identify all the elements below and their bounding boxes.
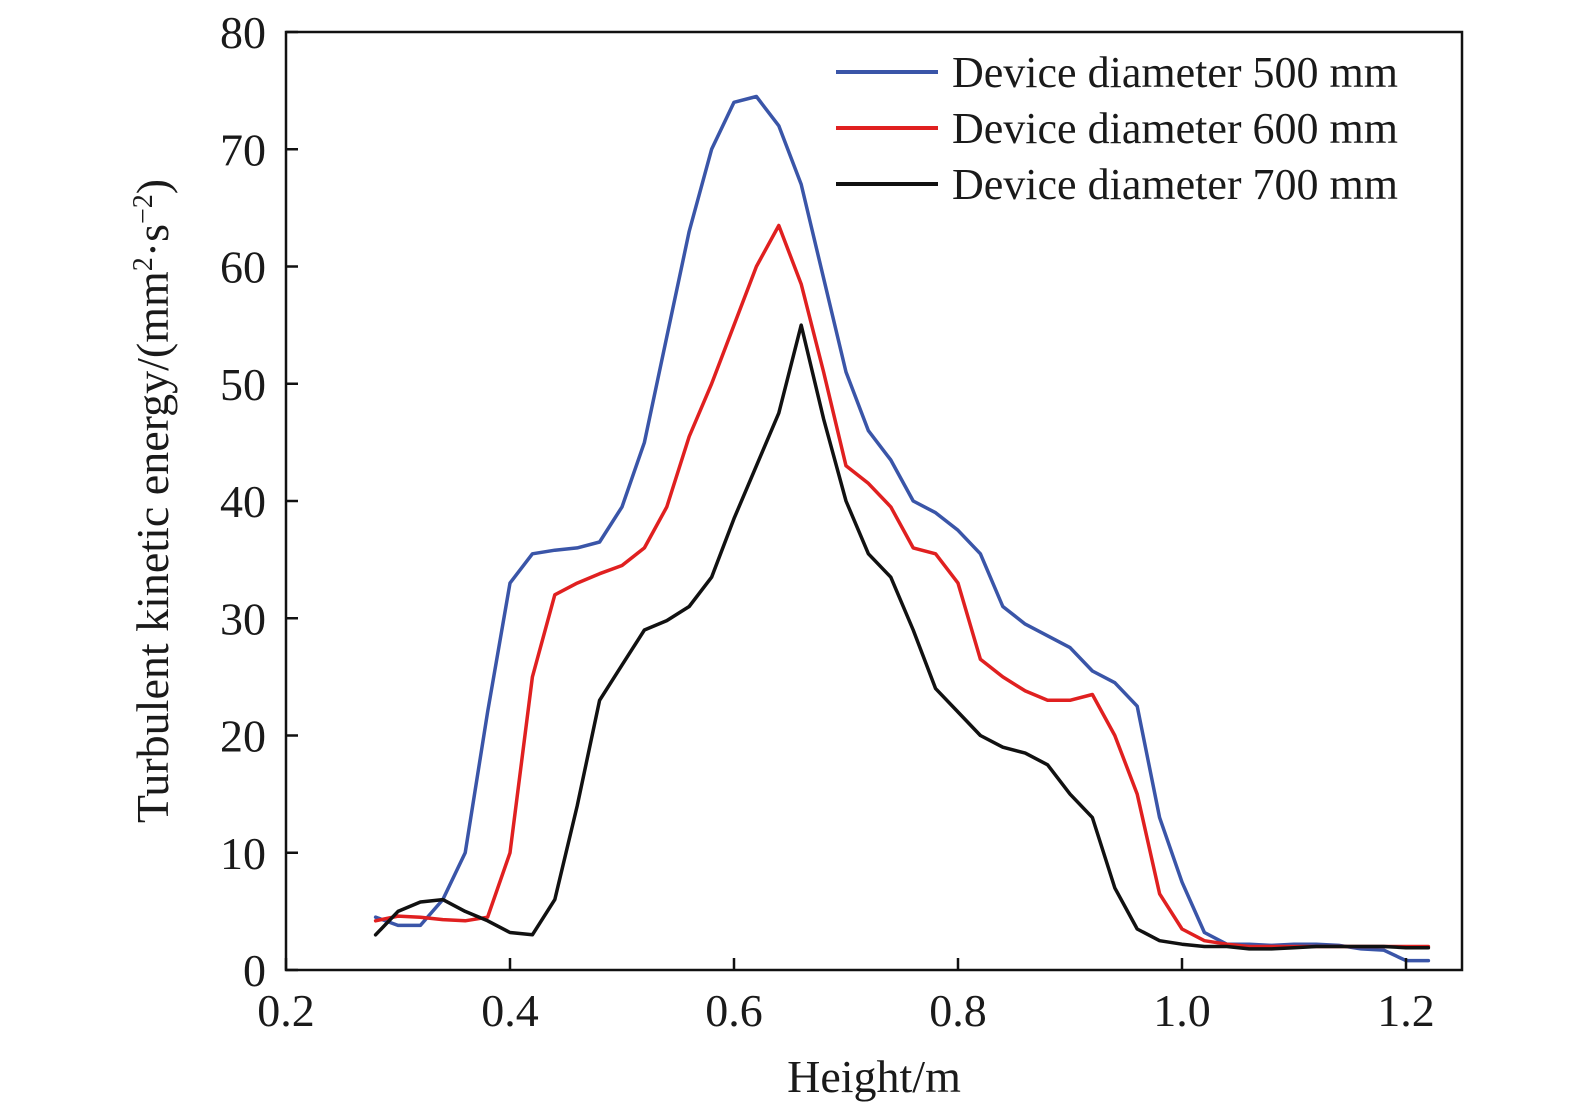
x-tick-label: 0.8 [929,985,987,1036]
y-tick-label: 60 [220,242,266,293]
series-line-3 [373,323,1431,951]
x-tick-label: 0.4 [481,985,539,1036]
y-axis-title-mid: ·s [127,224,178,257]
y-axis-title-sup2: −2 [128,194,159,224]
y-tick-label: 80 [220,7,266,58]
legend: Device diameter 500 mm Device diameter 60… [836,48,1398,209]
x-tick-label: 0.6 [705,985,763,1036]
x-tick-label: 1.2 [1377,985,1435,1036]
series-line-2 [373,223,1431,949]
series-layer [373,94,1431,963]
series-line-1 [373,94,1431,963]
y-tick-label: 10 [220,828,266,879]
x-tick-label: 1.0 [1153,985,1211,1036]
y-tick-label: 0 [243,945,266,996]
y-tick-label: 50 [220,359,266,410]
y-axis-title: Turbulent kinetic energy/(mm2·s−2) [127,179,178,823]
tick-marks [284,30,1408,972]
y-tick-labels: 0 10 20 30 40 50 60 70 80 [220,7,266,996]
y-tick-label: 40 [220,476,266,527]
x-tick-labels: 0.2 0.4 0.6 0.8 1.0 1.2 [257,985,1435,1036]
y-axis-title-sup1: 2 [128,257,159,271]
legend-label: Device diameter 700 mm [952,160,1398,209]
legend-label: Device diameter 600 mm [952,104,1398,153]
y-axis-title-suffix: ) [127,179,178,194]
x-axis-title: Height/m [787,1051,961,1102]
legend-label: Device diameter 500 mm [952,48,1398,97]
y-tick-label: 20 [220,711,266,762]
x-tick-label: 0.2 [257,985,315,1036]
y-axis-title-prefix: Turbulent kinetic energy/(mm [127,271,178,823]
y-tick-label: 30 [220,593,266,644]
y-tick-label: 70 [220,124,266,175]
